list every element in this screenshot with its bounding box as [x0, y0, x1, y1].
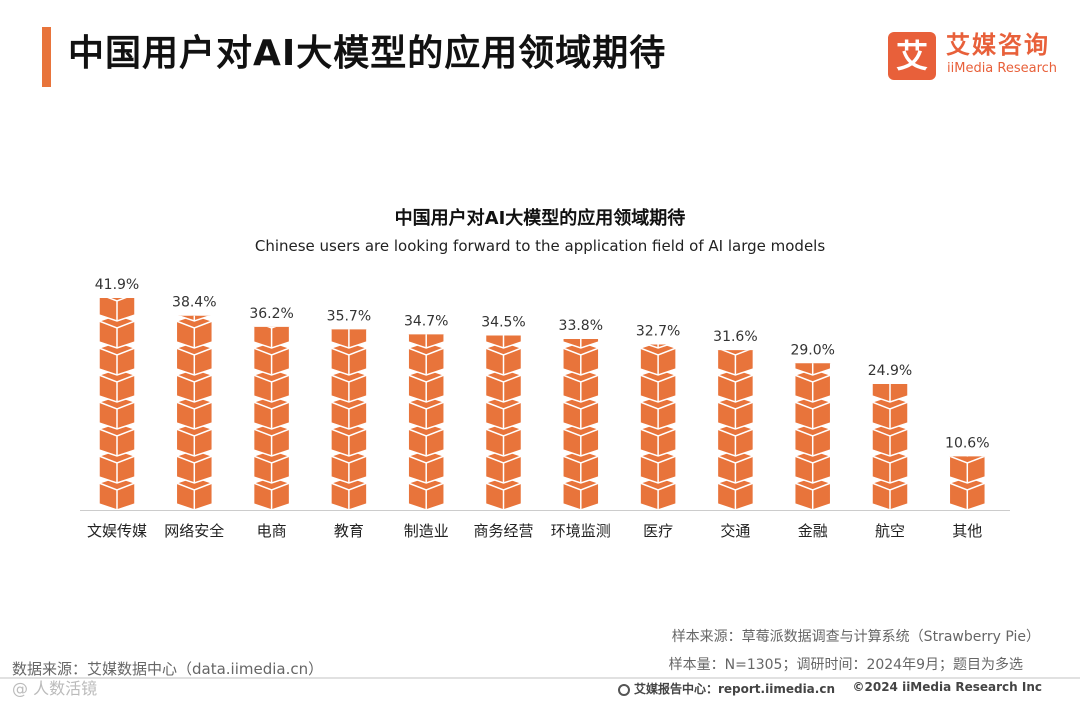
category-label-2: 网络安全	[164, 522, 224, 540]
value-label-2: 38.4%	[172, 295, 216, 311]
bar-11	[871, 384, 909, 510]
iimedia-logo: 艾 艾媒咨询 iiMedia Research	[888, 30, 1058, 82]
value-label-6: 34.5%	[481, 314, 525, 330]
value-label-8: 32.7%	[636, 324, 680, 340]
bar-9	[716, 350, 755, 510]
bar-10	[793, 363, 832, 510]
page-title: 中国用户对AI大模型的应用领域期待	[68, 33, 667, 74]
bar-3	[252, 326, 291, 510]
value-label-4: 35.7%	[327, 308, 371, 324]
value-label-12: 10.6%	[945, 435, 989, 451]
chart-subtitle: Chinese users are looking forward to the…	[254, 237, 826, 255]
report-center-icon	[618, 684, 630, 696]
category-label-7: 环境监测	[551, 522, 611, 540]
bar-8	[639, 344, 677, 510]
value-label-7: 33.8%	[559, 318, 603, 334]
bar-12	[948, 456, 987, 511]
bar-4	[330, 329, 368, 510]
category-label-4: 教育	[334, 522, 364, 540]
category-label-12: 其他	[952, 522, 982, 540]
copyright: ©2024 iiMedia Research Inc	[852, 680, 1043, 694]
sample-source-note: 样本来源：草莓派数据调查与计算系统（Strawberry Pie）	[671, 629, 1040, 645]
sample-size-note: 样本量：N=1305；调研时间：2024年9月；题目为多选	[668, 657, 1023, 673]
value-label-9: 31.6%	[713, 329, 757, 345]
bar-1	[98, 298, 136, 510]
bar-6	[484, 335, 523, 510]
bar-5	[407, 334, 445, 510]
bar-7	[562, 338, 600, 511]
logo-english-name: iiMedia Research	[947, 61, 1058, 76]
logo-mark-icon: 艾	[888, 32, 936, 80]
value-label-3: 36.2%	[249, 306, 293, 322]
category-label-11: 航空	[875, 522, 905, 540]
category-label-8: 医疗	[643, 522, 673, 540]
report-center-link[interactable]: 艾媒报告中心：report.iimedia.cn	[618, 680, 835, 697]
logo-chinese-name: 艾媒咨询	[946, 31, 1050, 59]
category-label-9: 交通	[720, 522, 750, 540]
value-label-5: 34.7%	[404, 313, 448, 329]
value-label-1: 41.9%	[95, 277, 139, 293]
category-label-10: 金融	[798, 522, 828, 540]
title-accent-bar	[42, 27, 51, 87]
category-label-3: 电商	[257, 522, 287, 540]
footer-divider	[0, 677, 1080, 679]
category-label-6: 商务经营	[473, 522, 533, 540]
report-center-text: 艾媒报告中心：report.iimedia.cn	[634, 682, 835, 696]
value-label-10: 29.0%	[790, 342, 834, 358]
bar-2	[175, 315, 214, 510]
chart-title: 中国用户对AI大模型的应用领域期待	[394, 208, 686, 229]
data-source-note: 数据来源：艾媒数据中心（data.iimedia.cn）	[12, 660, 324, 678]
watermark: @ 人数活镜	[12, 679, 98, 698]
value-label-11: 24.9%	[868, 363, 912, 379]
category-label-5: 制造业	[404, 522, 449, 540]
category-label-1: 文娱传媒	[87, 522, 147, 540]
